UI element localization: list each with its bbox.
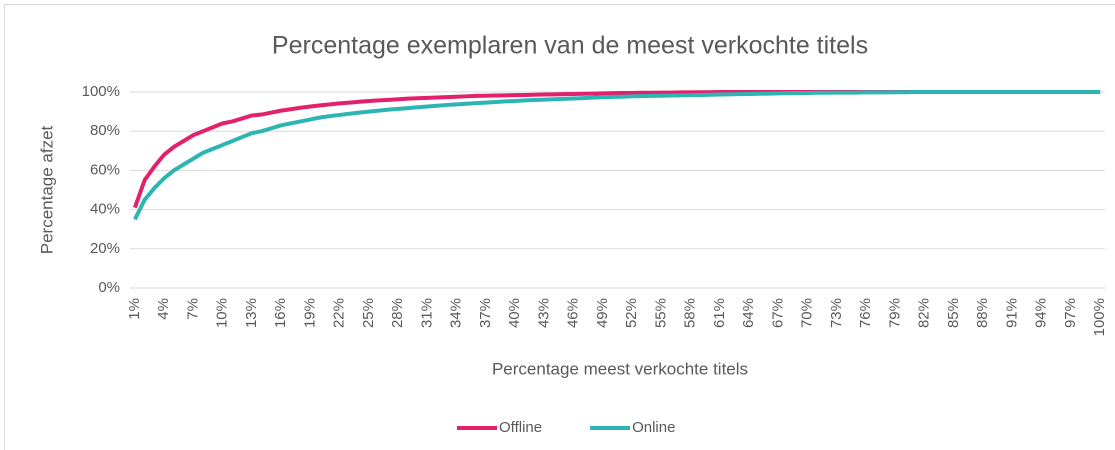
line-series bbox=[133, 90, 1101, 221]
x-tick-label: 13% bbox=[243, 298, 260, 328]
x-tick-label: 40% bbox=[506, 298, 523, 328]
chart-title: Percentage exemplaren van de meest verko… bbox=[272, 32, 868, 60]
y-tick-label: 60% bbox=[90, 161, 120, 178]
x-axis-title: Percentage meest verkochte titels bbox=[492, 359, 748, 378]
x-tick-label: 64% bbox=[740, 298, 757, 328]
x-tick-label: 37% bbox=[477, 298, 494, 328]
x-tick-label: 94% bbox=[1033, 298, 1050, 328]
x-tick-label: 97% bbox=[1062, 298, 1079, 328]
x-tick-label: 91% bbox=[1003, 298, 1020, 328]
y-tick-label: 40% bbox=[90, 201, 120, 218]
x-tick-label: 67% bbox=[769, 298, 786, 328]
x-tick-label: 88% bbox=[974, 298, 991, 328]
x-tick-label: 25% bbox=[360, 298, 377, 328]
x-tick-label: 28% bbox=[389, 298, 406, 328]
legend-label: Online bbox=[632, 419, 675, 436]
y-tick-label: 80% bbox=[90, 122, 120, 139]
x-tick-label: 7% bbox=[184, 298, 201, 320]
x-tick-label: 19% bbox=[301, 298, 318, 328]
y-tick-label: 0% bbox=[98, 279, 120, 296]
y-tick-label: 100% bbox=[82, 83, 120, 100]
x-tick-label: 58% bbox=[682, 298, 699, 328]
legend-label: Offline bbox=[499, 419, 542, 436]
x-tick-label: 76% bbox=[857, 298, 874, 328]
x-tick-label: 43% bbox=[535, 298, 552, 328]
x-tick-label: 31% bbox=[418, 298, 435, 328]
x-tick-label: 85% bbox=[945, 298, 962, 328]
x-tick-label: 100% bbox=[1091, 298, 1108, 336]
x-tick-label: 79% bbox=[886, 298, 903, 328]
x-tick-label: 10% bbox=[214, 298, 231, 328]
x-tick-label: 52% bbox=[623, 298, 640, 328]
x-tick-label: 73% bbox=[828, 298, 845, 328]
x-tick-label: 34% bbox=[448, 298, 465, 328]
chart-border bbox=[4, 4, 1115, 450]
x-tick-label: 55% bbox=[652, 298, 669, 328]
x-tick-label: 4% bbox=[155, 298, 172, 320]
x-tick-label: 82% bbox=[916, 298, 933, 328]
x-tick-label: 49% bbox=[594, 298, 611, 328]
y-axis-title: Percentage afzet bbox=[37, 125, 56, 254]
x-tick-label: 22% bbox=[331, 298, 348, 328]
x-tick-label: 16% bbox=[272, 298, 289, 328]
x-tick-label: 1% bbox=[126, 298, 143, 320]
x-tick-label: 61% bbox=[711, 298, 728, 328]
y-tick-label: 20% bbox=[90, 240, 120, 257]
x-tick-label: 46% bbox=[565, 298, 582, 328]
x-tick-label: 70% bbox=[799, 298, 816, 328]
